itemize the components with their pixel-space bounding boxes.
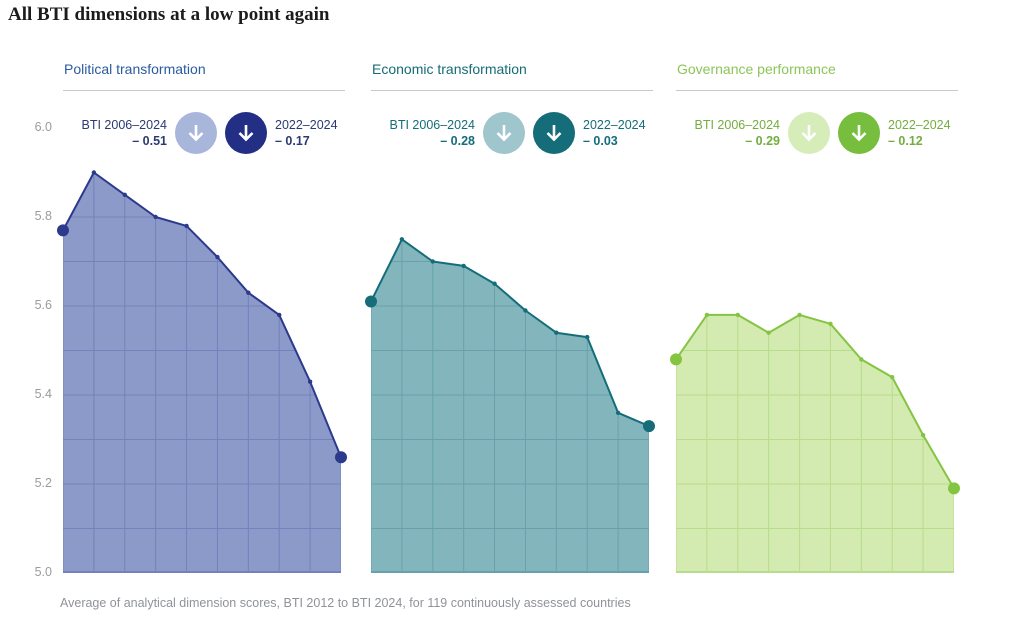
arrow-down-icon: [801, 125, 817, 142]
arrow-down-icon: [188, 125, 204, 142]
legend-range-label: BTI 2006–2024: [389, 117, 476, 132]
legend-range-label: BTI 2006–2024: [694, 117, 781, 132]
title-underline: [63, 90, 345, 91]
y-axis-tick: 5.4: [34, 387, 52, 401]
change-badge-dark: [533, 112, 575, 154]
legend: BTI 2006–2024 – 0.29 2022–2024 – 0.12: [676, 111, 958, 155]
panel-governance-performance: Governance performance BTI 2006–2024 – 0…: [670, 55, 960, 585]
change-badge-light: [788, 112, 830, 154]
y-axis-tick: 6.0: [34, 120, 52, 134]
y-axis-tick: 5.8: [34, 209, 52, 223]
change-badge-dark: [838, 112, 880, 154]
title-underline: [371, 90, 653, 91]
legend: BTI 2006–2024 – 0.28 2022–2024 – 0.03: [371, 111, 653, 155]
y-axis-tick: 5.2: [34, 476, 52, 490]
legend-range-label: 2022–2024: [583, 117, 646, 132]
arrow-down-icon: [546, 125, 562, 142]
panel-political-transformation: Political transformation BTI 2006–2024 –…: [57, 55, 347, 585]
legend-range-value: – 0.03: [583, 134, 618, 148]
change-badge-dark: [225, 112, 267, 154]
legend-range-value: – 0.12: [888, 134, 923, 148]
area-chart-political-transformation: [57, 170, 347, 573]
y-axis-tick: 5.0: [34, 565, 52, 579]
legend-range-2: 2022–2024 – 0.03: [583, 117, 646, 150]
y-axis-tick: 5.6: [34, 298, 52, 312]
legend-range-2: 2022–2024 – 0.12: [888, 117, 951, 150]
legend-range-value: – 0.51: [132, 134, 167, 148]
panel-title: Political transformation: [64, 61, 206, 77]
legend: BTI 2006–2024 – 0.51 2022–2024 – 0.17: [63, 111, 345, 155]
arrow-down-icon: [238, 125, 254, 142]
legend-range-1: BTI 2006–2024 – 0.29: [676, 117, 781, 150]
legend-range-value: – 0.29: [745, 134, 780, 148]
legend-range-1: BTI 2006–2024 – 0.51: [63, 117, 168, 150]
legend-range-value: – 0.28: [440, 134, 475, 148]
legend-range-2: 2022–2024 – 0.17: [275, 117, 338, 150]
panel-title: Economic transformation: [372, 61, 527, 77]
legend-range-value: – 0.17: [275, 134, 310, 148]
legend-range-label: 2022–2024: [275, 117, 338, 132]
arrow-down-icon: [851, 125, 867, 142]
arrow-down-icon: [496, 125, 512, 142]
panel-economic-transformation: Economic transformation BTI 2006–2024 – …: [365, 55, 655, 585]
legend-range-label: BTI 2006–2024: [81, 117, 168, 132]
area-chart-economic-transformation: [365, 237, 655, 574]
title-underline: [676, 90, 958, 91]
legend-range-label: 2022–2024: [888, 117, 951, 132]
change-badge-light: [483, 112, 525, 154]
chart-footnote: Average of analytical dimension scores, …: [60, 596, 631, 610]
legend-range-1: BTI 2006–2024 – 0.28: [371, 117, 476, 150]
page-title: All BTI dimensions at a low point again: [8, 4, 330, 25]
change-badge-light: [175, 112, 217, 154]
area-chart-governance-performance: [670, 312, 960, 573]
panel-title: Governance performance: [677, 61, 836, 77]
